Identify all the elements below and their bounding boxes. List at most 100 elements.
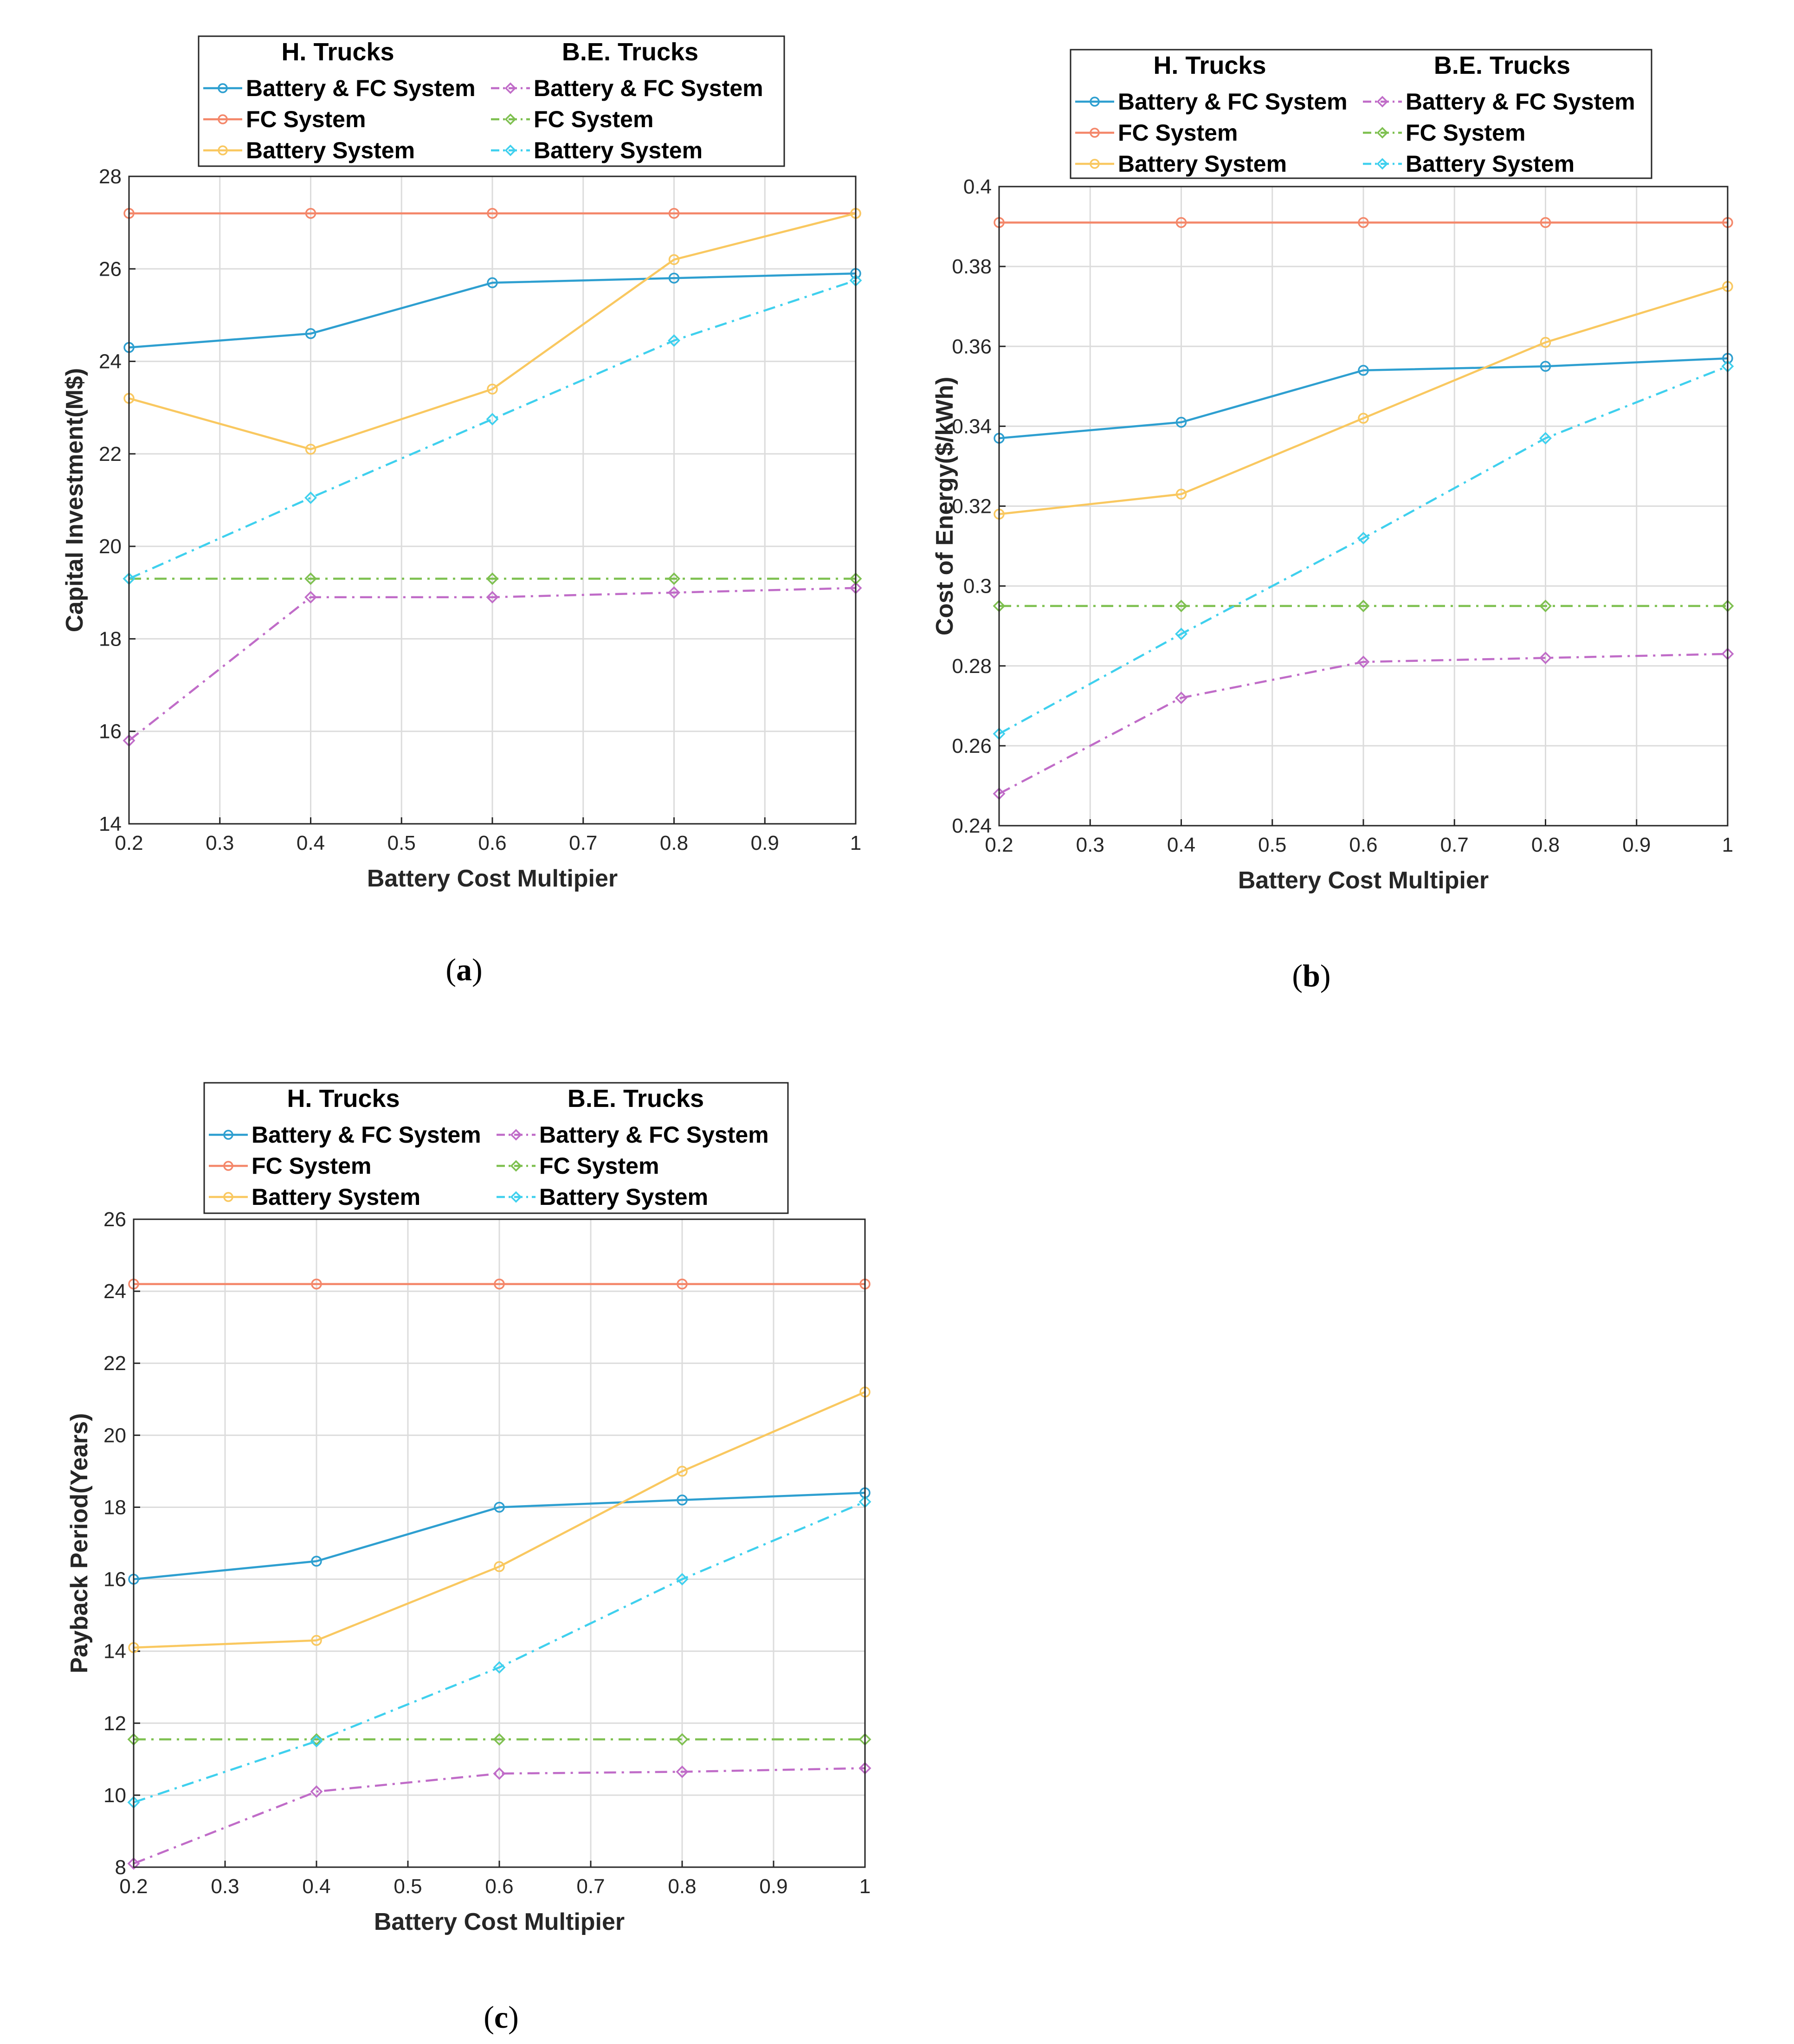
legend-entry-label: Battery & FC System — [1406, 89, 1635, 115]
legend-swatch-marker — [1376, 158, 1388, 170]
legend-swatch-marker — [510, 1191, 522, 1203]
y-tick-label: 12 — [103, 1712, 126, 1735]
y-tick-label: 0.28 — [952, 655, 992, 678]
data-point — [676, 1766, 689, 1778]
legend-entry-label: Battery System — [1406, 151, 1575, 177]
data-point — [1358, 413, 1369, 424]
panel-caption: (c) — [484, 1999, 519, 2035]
data-point — [494, 1278, 505, 1290]
legend-box — [1070, 49, 1652, 179]
x-tick-label: 0.9 — [759, 1875, 787, 1898]
legend-swatch-marker — [223, 1161, 233, 1171]
data-point — [305, 328, 316, 339]
x-tick-label: 0.7 — [569, 832, 597, 854]
legend-swatch-marker — [504, 144, 516, 156]
y-axis-label: Cost of Energy($/kWh) — [931, 377, 958, 636]
data-point — [1358, 365, 1369, 376]
data-point — [310, 1733, 323, 1746]
panel-caption: (a) — [445, 952, 482, 987]
y-tick-label: 20 — [99, 535, 122, 558]
legend-swatch-marker — [1090, 97, 1100, 107]
data-point — [493, 1661, 506, 1674]
x-tick-label: 0.6 — [485, 1875, 513, 1898]
data-point — [668, 586, 680, 599]
axes-box — [133, 1218, 866, 1868]
x-axis-label: Battery Cost Multipier — [1238, 867, 1489, 894]
data-point — [494, 1501, 505, 1513]
legend: H. Trucks B.E. Trucks Battery & FC System F… — [1070, 49, 1652, 179]
y-tick-label: 28 — [99, 165, 122, 188]
x-tick-label: 0.7 — [1440, 834, 1469, 856]
data-point — [1175, 600, 1187, 613]
legend-entry-label: Battery & FC System — [252, 1122, 481, 1148]
legend-entry-label: FC System — [534, 106, 653, 132]
legend-entry-label: Battery System — [1118, 151, 1287, 177]
x-tick-label: 0.7 — [576, 1875, 605, 1898]
x-tick-label: 0.2 — [119, 1875, 148, 1898]
series-betrucks-batterysystem — [993, 360, 1734, 740]
series-line — [133, 1767, 865, 1865]
y-tick-label: 16 — [103, 1568, 126, 1591]
data-point — [487, 383, 498, 395]
legend-swatch-marker — [218, 145, 228, 155]
legend-swatch-marker — [1090, 159, 1100, 169]
series-line — [129, 272, 856, 349]
legend-swatch-marker — [504, 113, 516, 125]
chart-a: 0.2 0.3 0.4 0.5 0.6 0.7 0.8 0.9 1 14 16 18 20 22 24 26 2… — [61, 35, 862, 987]
data-point — [311, 1635, 322, 1646]
x-tick-label: 1 — [1722, 834, 1733, 856]
y-tick-label: 24 — [103, 1280, 126, 1303]
y-axis-label: Capital Investment(M$) — [61, 368, 88, 632]
data-point — [677, 1466, 688, 1477]
legend-entry-label: Battery System — [246, 137, 415, 163]
series-line — [133, 1501, 865, 1804]
legend-swatch-marker — [218, 114, 228, 124]
x-tick-label: 0.6 — [478, 832, 506, 854]
x-tick-label: 0.2 — [985, 834, 1013, 856]
series-line — [129, 279, 856, 580]
data-point — [1540, 336, 1551, 348]
data-point — [1175, 217, 1187, 228]
legend-swatch-marker — [218, 83, 228, 93]
y-axis-label: Payback Period(Years) — [66, 1413, 93, 1674]
data-point — [310, 1735, 323, 1748]
data-point — [127, 1857, 140, 1870]
y-tick-label: 24 — [99, 350, 122, 373]
legend: H. Trucks B.E. Trucks Battery & FC System F… — [203, 1082, 789, 1214]
axes-box — [128, 175, 857, 825]
series-line — [998, 365, 1728, 735]
x-tick-label: 0.3 — [211, 1875, 239, 1898]
legend-box — [198, 35, 785, 167]
panel-caption: (b) — [1292, 958, 1330, 993]
x-tick-label: 0.4 — [1167, 834, 1195, 856]
x-axis-label: Battery Cost Multipier — [374, 1908, 625, 1935]
legend-swatch-marker — [1376, 127, 1388, 139]
x-axis-label: Battery Cost Multipier — [367, 865, 618, 892]
legend: H. Trucks B.E. Trucks Battery & FC System F… — [198, 35, 785, 167]
y-tick-label: 0.36 — [952, 335, 992, 358]
legend-entry-label: Battery System — [534, 137, 703, 163]
series-line — [999, 357, 1728, 440]
data-point — [486, 413, 499, 426]
data-point — [486, 572, 499, 585]
x-tick-label: 0.6 — [1349, 834, 1377, 856]
data-point — [1539, 432, 1552, 445]
data-point — [493, 1733, 506, 1746]
legend-entry-label: Battery & FC System — [539, 1122, 769, 1148]
x-tick-label: 0.9 — [751, 832, 779, 854]
y-tick-label: 0.3 — [963, 575, 992, 598]
legend-swatch-marker — [510, 1129, 522, 1141]
y-tick-label: 0.32 — [952, 495, 992, 518]
y-tick-label: 0.34 — [952, 415, 992, 438]
y-tick-label: 0.26 — [952, 735, 992, 757]
x-tick-label: 0.9 — [1622, 834, 1651, 856]
data-point — [668, 572, 680, 585]
legend-swatch-marker — [504, 82, 516, 94]
legend-entry-label: Battery & FC System — [534, 75, 763, 101]
data-point — [1539, 600, 1552, 613]
data-point — [305, 444, 316, 455]
legend-entry-label: Battery & FC System — [1118, 89, 1348, 115]
axes-box — [998, 186, 1729, 827]
data-point — [1175, 627, 1187, 640]
